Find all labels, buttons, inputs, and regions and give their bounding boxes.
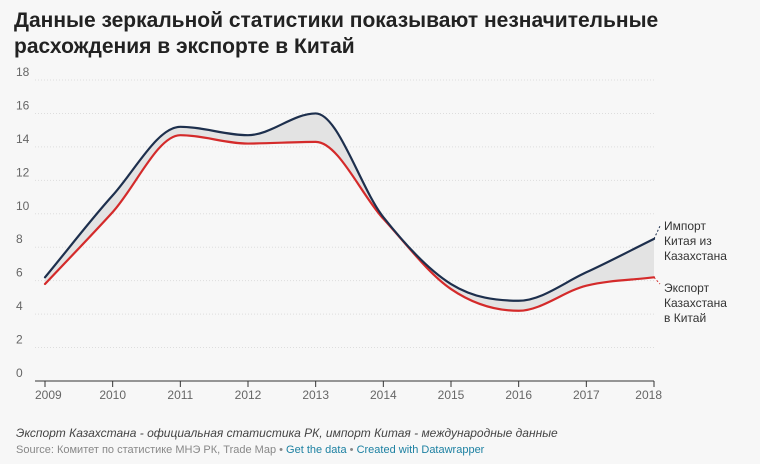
series-label: Казахстана [664,296,727,310]
x-tick-label: 2015 [438,388,465,402]
y-tick-label: 0 [16,366,23,380]
x-tick-label: 2013 [302,388,329,402]
x-tick-label: 2009 [35,388,62,402]
series-label: в Китай [664,311,706,325]
x-tick-label: 2017 [573,388,600,402]
label-leader [653,276,661,285]
series-label: Казахстана [664,249,727,263]
x-tick-label: 2010 [99,388,126,402]
x-tick-label: 2014 [370,388,397,402]
series-label: Китая из [664,234,712,248]
y-tick-label: 6 [16,266,23,280]
chart-source: Source: Комитет по статистике МНЭ РК, Tr… [16,444,484,456]
x-tick-label: 2012 [235,388,262,402]
label-leader [653,225,661,240]
chart-title: Данные зеркальной статистики показывают … [14,9,659,58]
source-text: Source: Комитет по статистике МНЭ РК, Tr… [16,444,277,456]
series-label: Импорт [664,219,706,233]
datawrapper-link[interactable]: Created with Datawrapper [356,444,485,456]
y-tick-label: 14 [16,132,30,146]
x-axis: 2009 2010 2011 2012 2013 2014 2015 2016 2017 2018 [35,381,662,402]
x-tick-label: 2011 [167,388,193,402]
y-tick-label: 2 [16,333,23,347]
y-tick-label: 16 [16,98,30,112]
y-tick-label: 12 [16,165,30,179]
chart-note: Экспорт Казахстана - официальная статист… [16,426,558,440]
series-lines [43,112,656,312]
y-axis-labels: 0 2 4 6 8 10 12 14 16 18 [16,65,30,380]
source-separator: • [276,444,287,456]
source-separator: • [346,444,357,456]
x-tick-label: 2018 [635,388,662,402]
y-tick-label: 8 [16,232,23,246]
y-tick-label: 4 [16,299,23,313]
get-data-link[interactable]: Get the data [286,444,347,456]
y-tick-label: 18 [16,65,30,79]
x-tick-label: 2016 [505,388,532,402]
series-label: Экспорт [664,281,710,295]
series-line [43,134,656,312]
gridlines [35,79,654,382]
gap-area [45,113,654,311]
gap-fill [45,113,654,311]
y-tick-label: 10 [16,199,30,213]
series-line [43,112,656,302]
